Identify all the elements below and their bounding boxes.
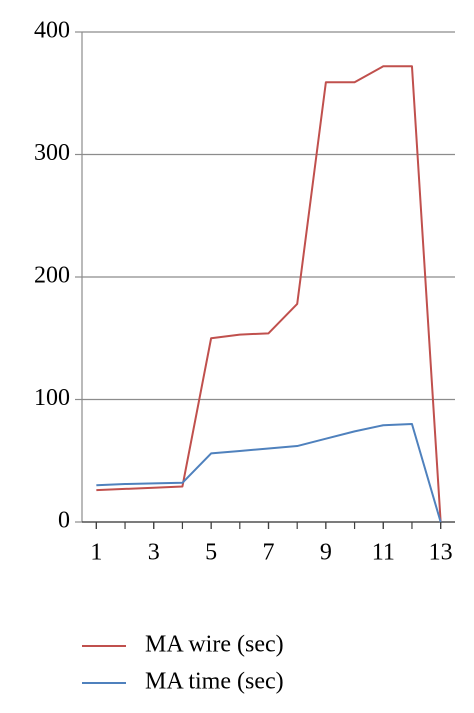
- x-tick-label: 7: [263, 540, 275, 566]
- legend-label: MA time (sec): [145, 669, 284, 695]
- y-tick-label: 100: [34, 385, 70, 411]
- y-tick-label: 0: [58, 508, 70, 534]
- x-tick-label: 13: [429, 540, 453, 566]
- legend-label: MA wire (sec): [145, 632, 284, 658]
- line: [96, 423, 442, 523]
- y-tick-label: 200: [34, 263, 70, 289]
- x-tick-label: 3: [148, 540, 160, 566]
- line: [96, 65, 442, 523]
- x-tick-label: 9: [320, 540, 332, 566]
- y-tick-label: 300: [34, 140, 70, 166]
- y-tick-label: 400: [34, 18, 70, 44]
- x-tick-label: 1: [90, 540, 102, 566]
- x-tick-label: 5: [205, 540, 217, 566]
- x-tick-label: 11: [372, 540, 395, 566]
